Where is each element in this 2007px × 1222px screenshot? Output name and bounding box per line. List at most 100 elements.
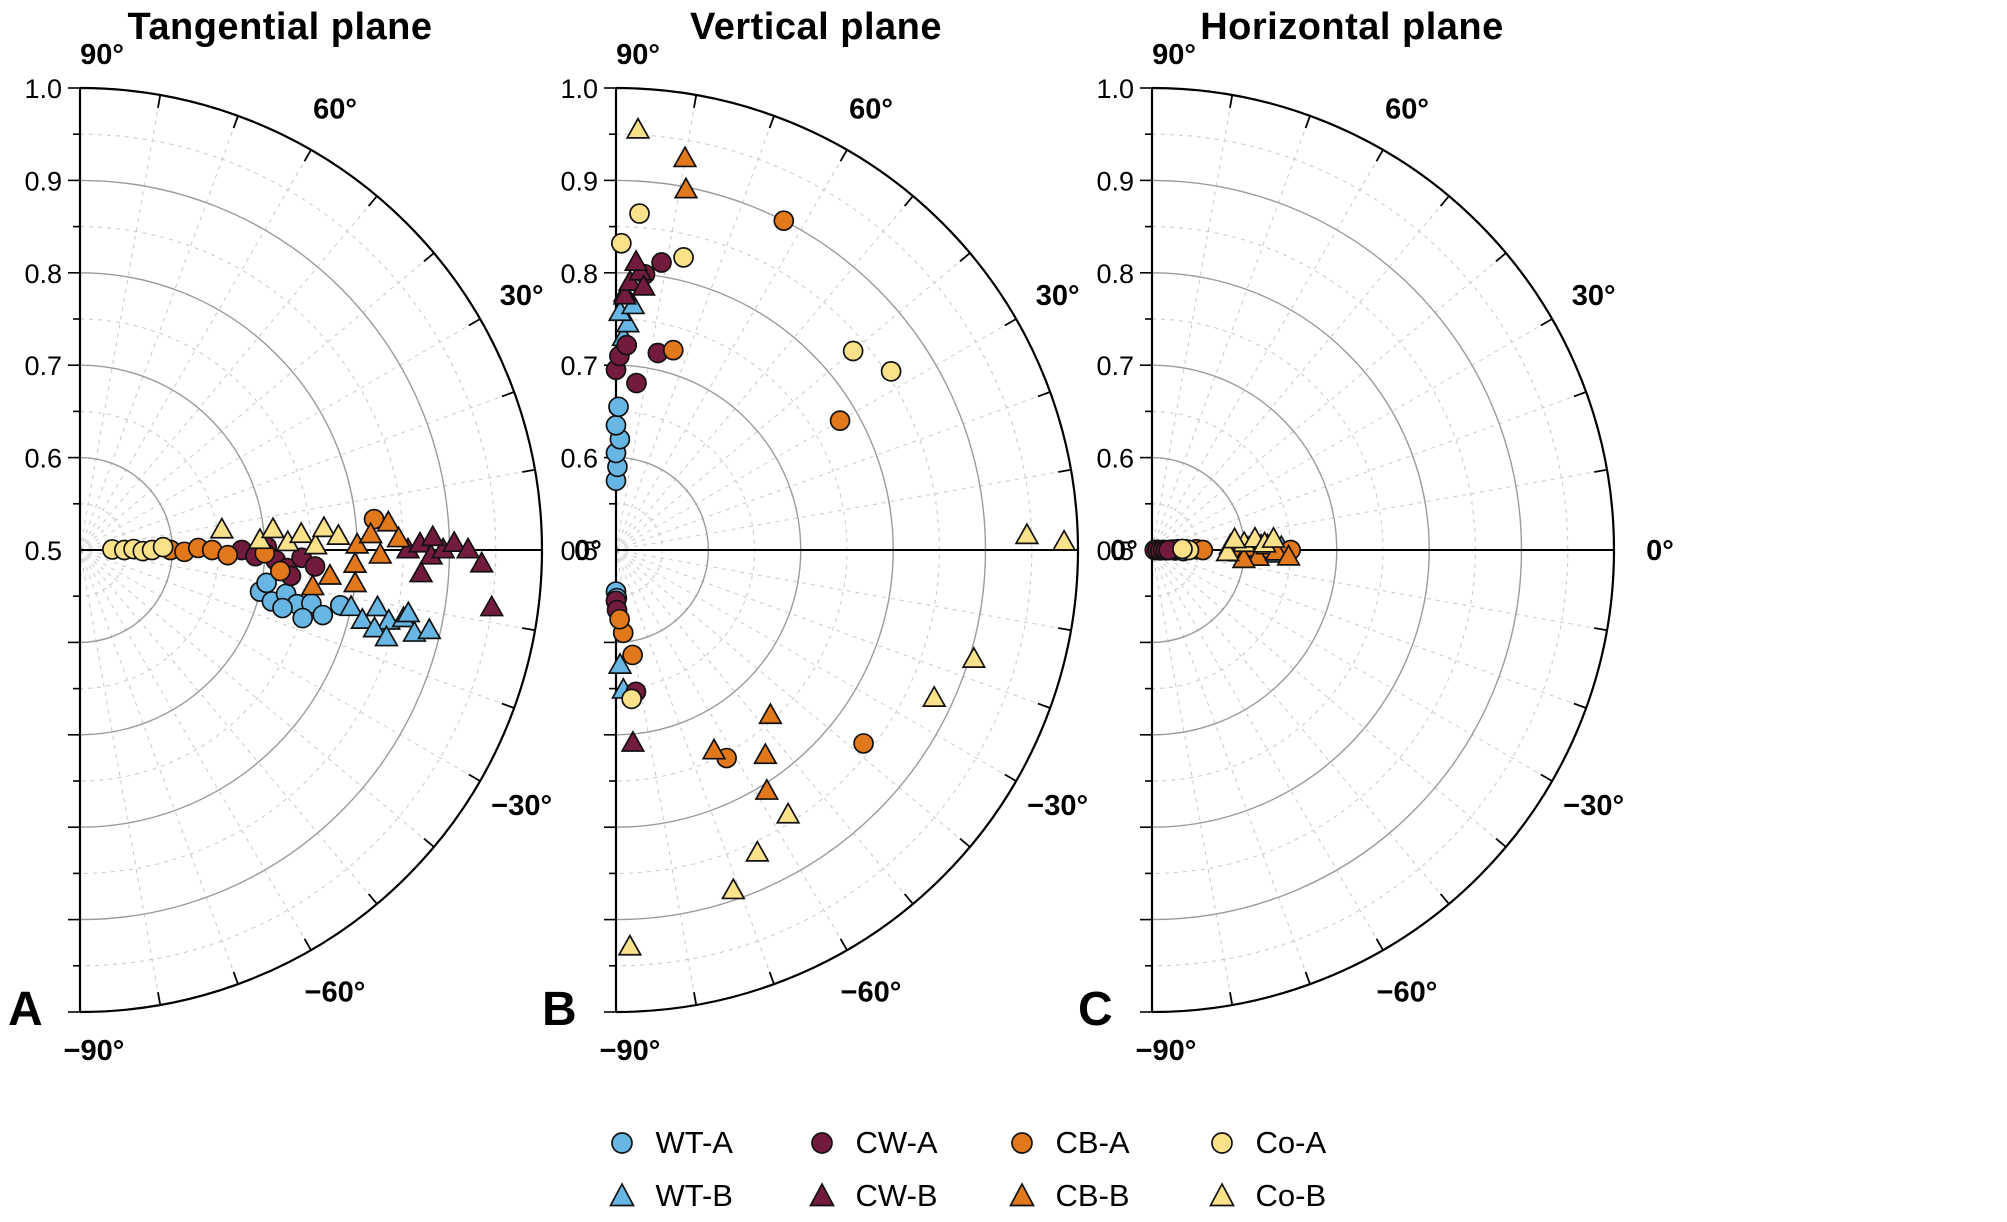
- point-CB-B: [342, 551, 368, 573]
- gridline-spoke-dashed: [1151, 318, 1553, 551]
- point-CW-A: [304, 556, 326, 577]
- angle-label: 0°: [1646, 535, 1674, 567]
- angle-tick: [1037, 702, 1051, 709]
- angle-tick: [1439, 893, 1450, 905]
- legend-item-CW-B: CW-B: [804, 1178, 1004, 1214]
- panel-vertical: 1.0 0.9 0.8 0.7 0.6 0.5 90° 60° 30° 0° −30° −60° −90…: [560, 39, 1137, 1067]
- angle-tick: [1229, 94, 1234, 108]
- panel-title-horizontal: Horizontal plane: [1200, 6, 1504, 48]
- triangle-marker-icon: [808, 1181, 835, 1206]
- point-WT-A: [292, 607, 314, 629]
- series-CB-B: [300, 509, 411, 596]
- point-CW-B: [620, 730, 646, 752]
- radial-tick-label: 0.8: [1096, 259, 1134, 289]
- angle-tick: [157, 992, 162, 1006]
- gridline-spoke-dashed: [615, 195, 914, 551]
- legend-item-CB-B: CB-B: [1004, 1178, 1204, 1214]
- legend-label: CW-B: [855, 1177, 938, 1213]
- point-Co-B: [1215, 539, 1240, 562]
- angle-tick: [1229, 992, 1234, 1006]
- angle-tick: [468, 773, 481, 782]
- point-Co-A: [629, 203, 650, 224]
- point-CW-A: [626, 372, 647, 394]
- point-WT-A: [605, 414, 627, 436]
- point-Co-A: [152, 536, 174, 558]
- legend-item-Co-B: Co-B: [1204, 1178, 1404, 1214]
- angle-label: 90°: [616, 39, 660, 71]
- point-WT-B: [374, 624, 399, 647]
- angle-tick: [232, 115, 239, 129]
- angle-label: 90°: [80, 39, 124, 71]
- gridline-spoke-dashed: [615, 469, 1072, 551]
- angle-tick: [1540, 773, 1553, 782]
- point-WT-B: [338, 594, 364, 617]
- point-Co-B: [961, 646, 987, 668]
- point-CW-B: [623, 249, 649, 271]
- angle-tick: [1594, 627, 1608, 632]
- point-WT-B: [396, 600, 421, 623]
- point-CB-B: [386, 525, 411, 548]
- point-WT-B: [607, 652, 633, 674]
- angle-tick: [423, 837, 435, 848]
- angle-tick: [768, 115, 775, 129]
- panel-title-tangential: Tangential plane: [127, 6, 433, 48]
- angle-tick: [367, 195, 378, 207]
- legend-grid: WT-A CW-A CB-A Co-A WT-B CW-B CB-B Co-B: [604, 1116, 1404, 1222]
- angle-tick: [959, 252, 971, 263]
- point-CB-B: [368, 542, 393, 564]
- outer-arc: [615, 86, 1080, 1014]
- circle-marker-icon: [1210, 1131, 1233, 1154]
- point-CW-B: [479, 594, 505, 617]
- gridline-spoke-dashed: [1151, 94, 1233, 551]
- point-WT-B: [417, 617, 442, 640]
- angle-tick: [1594, 468, 1608, 473]
- legend-label: Co-B: [1255, 1177, 1327, 1213]
- point-Co-B: [326, 523, 351, 546]
- point-CB-A: [853, 733, 874, 754]
- point-CB-A: [622, 644, 643, 666]
- panel-letter-b: B: [542, 983, 577, 1036]
- radial-tick-label: 0.8: [24, 259, 62, 289]
- angle-label: 30°: [1036, 280, 1080, 312]
- triangle-marker-icon: [1008, 1181, 1035, 1206]
- point-Co-A: [621, 688, 642, 710]
- point-CW-B: [612, 282, 638, 305]
- angle-tick: [423, 252, 435, 263]
- point-CB-B: [758, 702, 783, 725]
- angle-tick: [903, 195, 914, 207]
- angle-tick: [522, 627, 536, 632]
- angle-label: 0°: [1110, 535, 1138, 567]
- angle-tick: [468, 318, 481, 327]
- point-Co-B: [247, 527, 273, 550]
- point-CB-B: [376, 509, 401, 532]
- point-CW-A: [651, 252, 672, 273]
- radial-tick-label: 0.9: [1096, 166, 1134, 196]
- angle-label: 60°: [313, 93, 357, 125]
- point-Co-B: [745, 839, 770, 862]
- angle-tick: [839, 149, 848, 162]
- point-CB-B: [672, 145, 698, 168]
- angle-label: −30°: [1563, 790, 1624, 822]
- panel-letter-a: A: [8, 983, 43, 1036]
- series-Co-B: [209, 515, 351, 555]
- angle-tick: [903, 893, 914, 905]
- panel-tangential: 1.0 0.9 0.8 0.7 0.6 0.5 90° 60° 30° 0° −30° −60° −90…: [24, 39, 601, 1067]
- series-WT-B: [338, 594, 442, 647]
- gridline-spoke-dashed: [615, 549, 1072, 631]
- triangle-marker-icon: [1208, 1181, 1235, 1206]
- point-CB-B: [1276, 543, 1301, 566]
- panel-horizontal: 1.0 0.9 0.8 0.7 0.6 0.5 90° 60° 30° 0° −30° −60° −90…: [1096, 39, 1673, 1067]
- gridline-arc-dashed: [79, 133, 497, 967]
- angle-tick: [1495, 837, 1507, 848]
- radial-tick-label: 1.0: [560, 74, 598, 104]
- legend-item-WT-B: WT-B: [604, 1178, 804, 1214]
- point-CB-B: [701, 737, 727, 760]
- series-CW-B: [612, 249, 656, 752]
- point-WT-A: [272, 597, 293, 619]
- angle-tick: [1058, 468, 1072, 473]
- angle-tick: [1375, 938, 1384, 951]
- radial-tick-label: 0.7: [1096, 351, 1134, 381]
- point-Co-B: [1014, 522, 1040, 545]
